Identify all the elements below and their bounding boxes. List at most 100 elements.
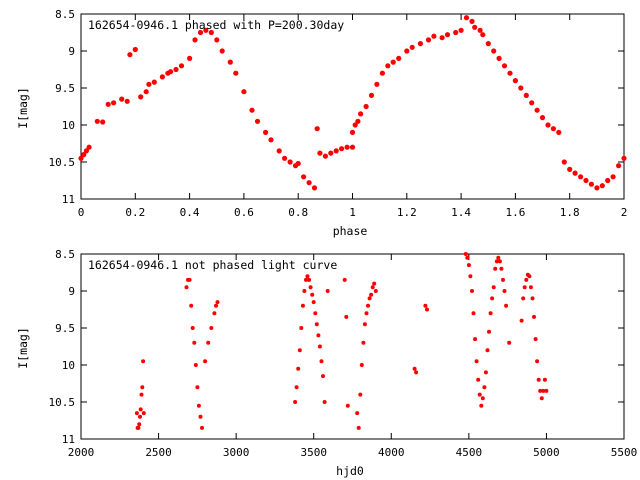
data-point	[127, 52, 133, 58]
data-point	[138, 407, 143, 412]
data-point	[474, 359, 479, 364]
data-point	[453, 29, 459, 36]
data-point	[502, 289, 507, 293]
data-point	[494, 259, 499, 264]
data-point	[512, 78, 519, 84]
data-point	[529, 100, 535, 106]
tick-marks	[80, 13, 625, 200]
data-point	[363, 103, 369, 110]
x-tick-label: 4000	[378, 446, 405, 459]
data-point	[206, 340, 211, 345]
data-point	[227, 59, 233, 65]
y-axis-label: I[mag]	[16, 327, 30, 369]
data-point	[322, 153, 328, 159]
data-point	[138, 414, 142, 419]
data-point	[189, 303, 194, 308]
data-point	[483, 370, 488, 375]
data-point	[488, 311, 493, 316]
x-tick-label: 3000	[223, 446, 250, 459]
data-point	[333, 148, 339, 154]
y-tick-label: 10	[62, 119, 75, 132]
data-point	[480, 396, 485, 401]
data-point	[466, 263, 471, 268]
x-tick-labels: 0 0.2 0.4 0.6 0.8 1 1.2 1.4 1.6 1.8 2	[78, 206, 628, 219]
data-point	[137, 422, 142, 427]
y-tick-label: 8.5	[55, 8, 75, 21]
data-point	[325, 289, 330, 293]
data-point	[328, 150, 334, 156]
data-point	[550, 126, 557, 132]
data-point	[523, 92, 529, 98]
data-point	[588, 181, 595, 187]
data-point	[431, 33, 437, 39]
data-point	[471, 311, 476, 316]
x-tick-label: 2000	[68, 446, 95, 459]
data-point	[534, 107, 540, 113]
data-points	[134, 252, 549, 430]
data-point	[314, 126, 320, 132]
data-point	[192, 37, 198, 43]
data-point	[463, 252, 468, 256]
data-point	[319, 359, 324, 364]
data-point	[141, 411, 146, 416]
data-point	[404, 48, 410, 54]
data-point	[497, 259, 502, 264]
data-point	[533, 337, 538, 342]
data-point	[339, 146, 345, 152]
y-tick-label: 11	[62, 433, 75, 446]
x-tick-label: 1.8	[560, 206, 580, 219]
data-point	[521, 296, 526, 301]
data-point	[465, 255, 470, 260]
data-point	[496, 55, 502, 62]
phased-light-curve-panel: 0 0.2 0.4 0.6 0.8 1 1.2 1.4 1.6 1.8 2 8.5 9 9.5 10 10.…	[16, 8, 627, 238]
data-point	[297, 348, 302, 353]
x-tick-label: 2500	[145, 446, 172, 459]
data-point	[485, 41, 491, 47]
data-point	[136, 425, 141, 430]
data-point	[195, 385, 200, 390]
data-point	[316, 333, 321, 338]
x-tick-label: 0.2	[125, 206, 145, 219]
data-point	[241, 89, 247, 95]
data-point	[317, 344, 322, 349]
data-point	[544, 388, 549, 393]
y-tick-label: 9.5	[55, 322, 75, 335]
data-point	[480, 32, 486, 38]
data-point	[358, 111, 364, 117]
x-tick-label: 1.4	[451, 206, 471, 219]
x-tick-label: 0	[78, 206, 85, 219]
data-point	[539, 396, 544, 401]
data-point	[208, 29, 214, 36]
data-point	[616, 163, 622, 169]
data-point	[119, 96, 125, 102]
y-tick-label: 10.5	[49, 156, 76, 169]
data-point	[314, 322, 319, 327]
data-point	[197, 29, 204, 36]
data-point	[556, 129, 562, 135]
data-point	[307, 277, 312, 282]
data-point	[530, 296, 535, 301]
data-point	[545, 122, 551, 128]
data-point	[132, 46, 138, 53]
data-point	[313, 311, 318, 316]
data-point	[304, 277, 308, 282]
data-point	[583, 177, 589, 184]
data-point	[541, 388, 546, 393]
x-tick-label: 5500	[611, 446, 638, 459]
data-point	[349, 129, 356, 135]
data-point	[311, 185, 318, 191]
data-point	[151, 79, 157, 85]
data-point	[219, 48, 225, 54]
data-point	[198, 414, 203, 419]
data-point	[294, 385, 299, 390]
data-point	[322, 400, 327, 404]
x-tick-label: 0.4	[180, 206, 200, 219]
data-point	[311, 300, 316, 305]
data-points	[78, 15, 627, 191]
data-point	[542, 377, 547, 382]
data-point	[501, 277, 505, 282]
data-point	[349, 144, 356, 150]
data-point	[233, 70, 239, 76]
data-point	[532, 314, 536, 319]
data-point	[83, 148, 89, 154]
